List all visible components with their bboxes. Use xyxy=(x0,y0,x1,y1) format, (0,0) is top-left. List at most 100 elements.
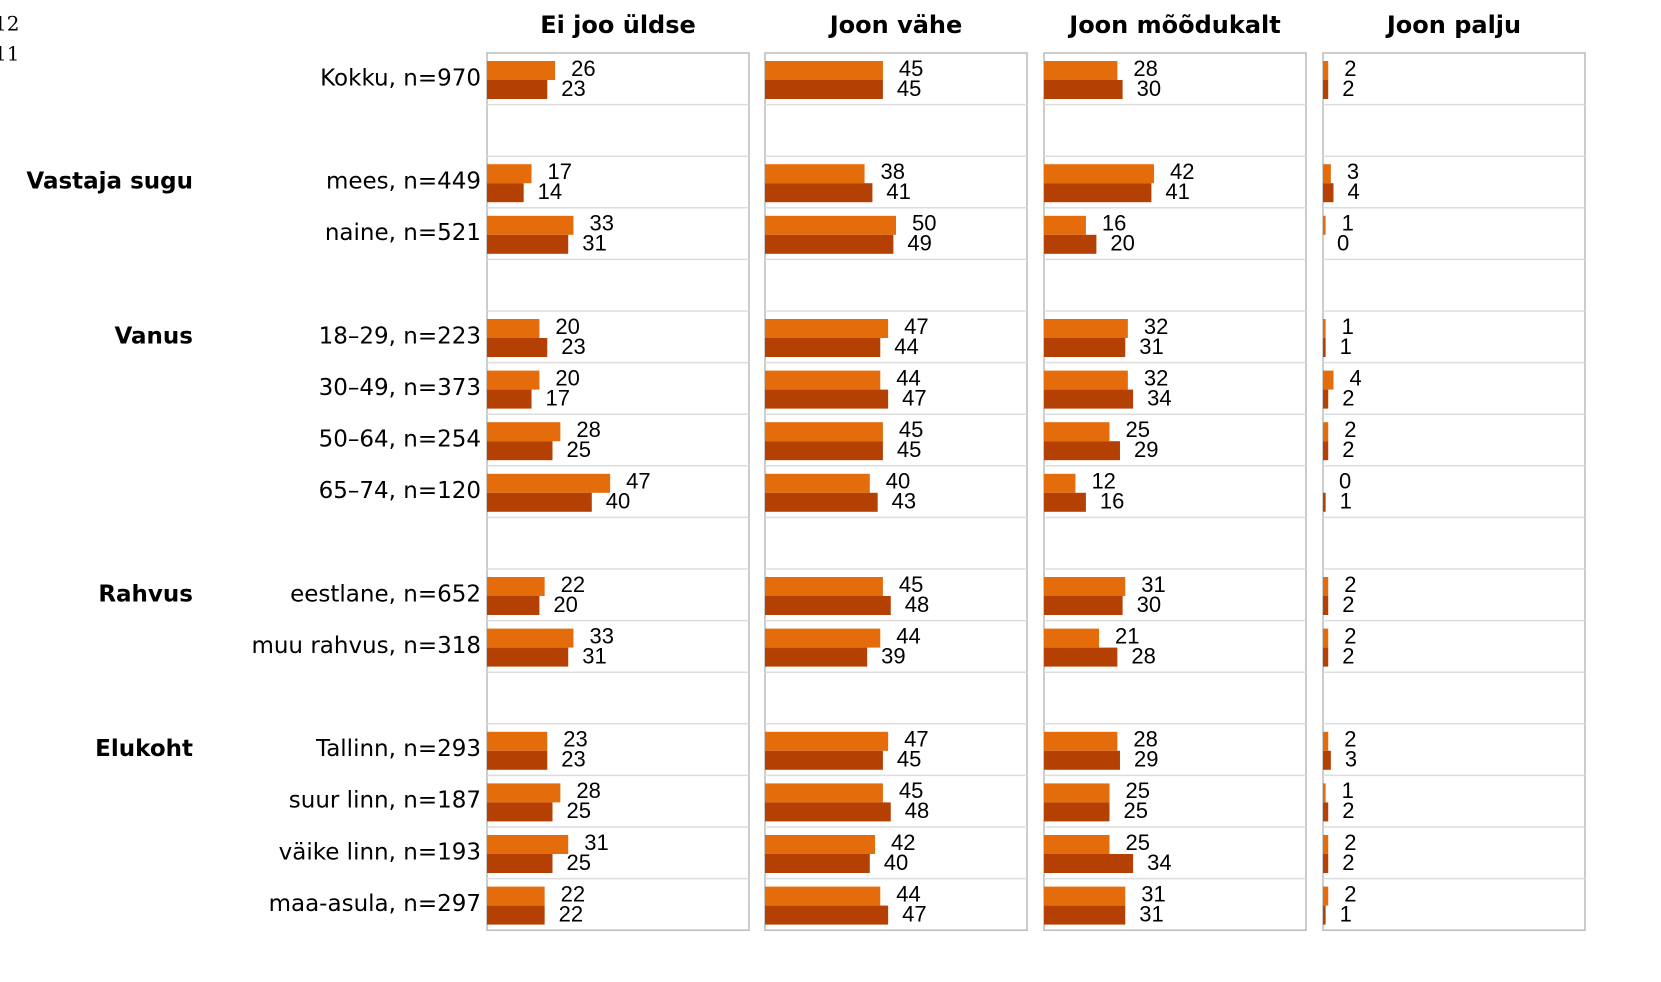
value-label: 2 xyxy=(1342,76,1354,101)
value-label: 30 xyxy=(1137,76,1161,101)
category-label: muu rahvus, n=318 xyxy=(251,633,481,659)
value-label: 28 xyxy=(1133,56,1157,81)
bar xyxy=(1044,319,1128,338)
value-label: 29 xyxy=(1134,747,1158,772)
bar xyxy=(1044,854,1134,873)
bar xyxy=(1323,905,1326,925)
value-label: 0 xyxy=(1337,231,1349,256)
value-label: 31 xyxy=(584,830,608,855)
value-label: 1 xyxy=(1340,489,1352,514)
bar xyxy=(1323,628,1329,648)
bar xyxy=(765,886,881,906)
bar xyxy=(487,389,532,409)
value-label: 1 xyxy=(1340,334,1352,359)
bar xyxy=(765,370,881,390)
value-label: 26 xyxy=(571,56,595,81)
category-label: 65–74, n=120 xyxy=(319,478,481,504)
value-label: 1 xyxy=(1340,901,1352,926)
bar xyxy=(1044,473,1076,493)
group-label: Vanus xyxy=(114,323,193,349)
bar xyxy=(1044,835,1110,854)
bar xyxy=(1044,596,1123,615)
value-label: 17 xyxy=(548,159,572,184)
bar xyxy=(765,80,883,99)
value-label: 25 xyxy=(1126,778,1150,803)
value-label: 20 xyxy=(555,314,579,339)
value-label: 1 xyxy=(1342,778,1354,803)
value-label: 22 xyxy=(561,572,585,597)
value-label: 25 xyxy=(567,798,591,823)
value-label: 50 xyxy=(912,211,936,236)
panel-frame xyxy=(1322,52,1586,931)
bar xyxy=(487,492,592,512)
bar xyxy=(487,783,561,803)
bar xyxy=(765,802,891,822)
value-label: 31 xyxy=(1139,334,1163,359)
value-label: 43 xyxy=(892,489,916,514)
value-label: 40 xyxy=(606,489,630,514)
value-label: 14 xyxy=(538,179,562,204)
bar xyxy=(1044,183,1152,203)
bar xyxy=(1323,596,1329,615)
value-label: 39 xyxy=(881,643,905,668)
bar xyxy=(1044,802,1110,822)
bar xyxy=(487,61,556,80)
bar xyxy=(487,370,540,390)
value-label: 23 xyxy=(561,334,585,359)
bar xyxy=(1044,886,1126,906)
bar xyxy=(765,783,883,803)
bar xyxy=(1044,80,1123,99)
bar xyxy=(487,854,553,873)
bar xyxy=(487,628,574,648)
value-label: 2 xyxy=(1344,830,1356,855)
value-label: 45 xyxy=(899,417,923,442)
bar xyxy=(765,338,881,357)
value-label: 23 xyxy=(561,747,585,772)
value-label: 2 xyxy=(1344,623,1356,648)
bar xyxy=(487,886,545,906)
value-label: 20 xyxy=(553,592,577,617)
bar xyxy=(1323,802,1329,822)
bar xyxy=(1044,731,1118,751)
value-label: 34 xyxy=(1147,850,1171,875)
value-label: 22 xyxy=(559,901,583,926)
bar xyxy=(765,422,883,442)
value-label: 25 xyxy=(567,437,591,462)
bar xyxy=(1044,492,1086,512)
bar xyxy=(487,835,569,854)
category-label: Kokku, n=970 xyxy=(320,65,481,91)
value-label: 28 xyxy=(576,778,600,803)
bar xyxy=(1044,234,1097,254)
value-label: 38 xyxy=(881,159,905,184)
bar xyxy=(765,577,883,596)
bar xyxy=(1044,750,1120,770)
category-label: Tallinn, n=293 xyxy=(315,736,481,762)
panel-title: Ei joo üldse xyxy=(540,11,696,39)
bar xyxy=(1044,61,1118,80)
value-label: 25 xyxy=(1124,798,1148,823)
bar xyxy=(487,596,540,615)
group-label: Vastaja sugu xyxy=(26,169,193,195)
category-label: suur linn, n=187 xyxy=(289,788,481,814)
bar xyxy=(1044,389,1134,409)
value-label: 48 xyxy=(905,798,929,823)
group-label: Elukoht xyxy=(95,736,193,762)
bar xyxy=(1323,183,1334,203)
bar xyxy=(1044,783,1110,803)
category-label: 30–49, n=373 xyxy=(319,375,481,401)
bar xyxy=(765,319,889,338)
value-label: 48 xyxy=(905,592,929,617)
value-label: 45 xyxy=(899,778,923,803)
value-label: 2 xyxy=(1344,572,1356,597)
bar xyxy=(1044,164,1155,184)
bar xyxy=(1323,422,1329,442)
value-label: 40 xyxy=(884,850,908,875)
value-label: 47 xyxy=(626,469,650,494)
value-label: 4 xyxy=(1347,179,1359,204)
bar xyxy=(487,731,548,751)
bar xyxy=(1044,422,1110,442)
bar xyxy=(765,628,881,648)
bar xyxy=(487,80,548,99)
bar xyxy=(487,234,569,254)
bar xyxy=(765,234,894,254)
